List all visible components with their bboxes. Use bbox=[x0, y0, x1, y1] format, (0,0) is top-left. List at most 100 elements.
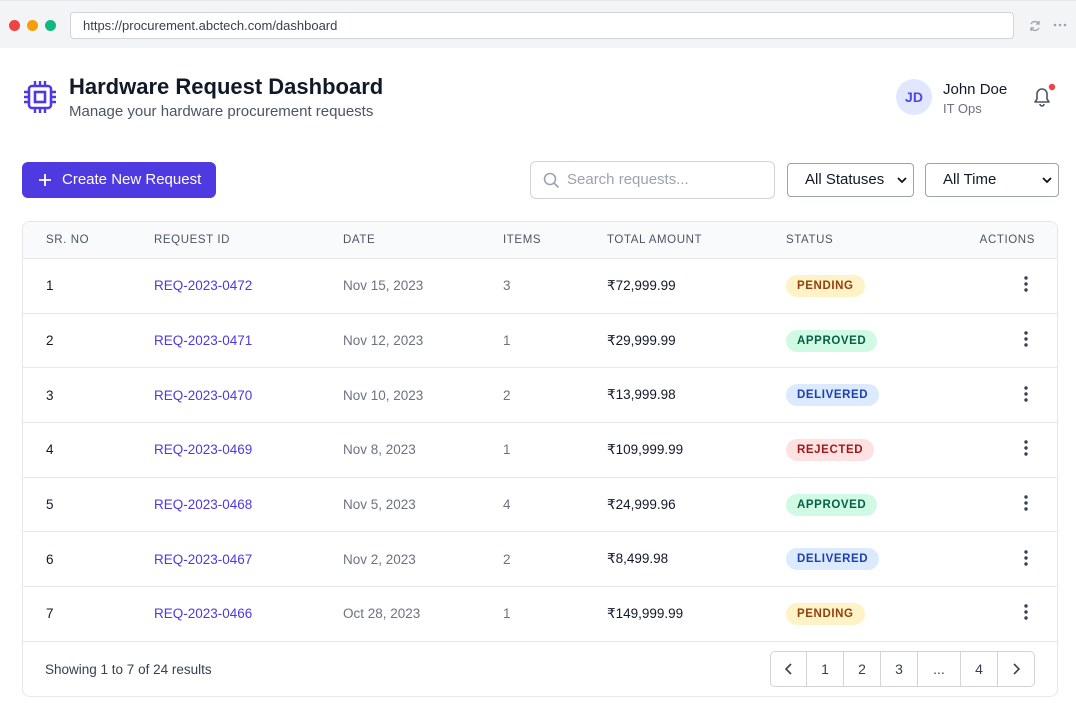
total-amount: ₹29,999.99 bbox=[607, 332, 676, 348]
dropdown-arrow bbox=[897, 177, 907, 184]
total-amount: ₹109,999.99 bbox=[607, 441, 684, 457]
status-cell: APPROVED bbox=[786, 493, 957, 516]
column-header: SR. NO bbox=[46, 234, 90, 246]
close-dot[interactable] bbox=[9, 20, 20, 31]
items: 1 bbox=[503, 333, 511, 349]
more-actions[interactable] bbox=[1023, 440, 1029, 457]
table-row: 7 REQ-2023-0466 Oct 28, 2023 1 ₹149,999.99 PE… bbox=[23, 587, 1057, 642]
sr-no: 4 bbox=[46, 442, 54, 458]
more-actions[interactable] bbox=[1023, 550, 1029, 566]
sr-no: 7 bbox=[46, 606, 54, 622]
status-badge: PENDING bbox=[786, 274, 865, 297]
items: 3 bbox=[503, 278, 511, 294]
request-id[interactable]: REQ-2023-0472 bbox=[154, 278, 253, 294]
request-id[interactable]: REQ-2023-0471 bbox=[154, 333, 253, 349]
request-id[interactable]: REQ-2023-0468 bbox=[154, 497, 253, 513]
status-cell: REJECTED bbox=[786, 438, 957, 461]
status-filter-label: All Statuses bbox=[805, 171, 885, 188]
chevron bbox=[784, 663, 792, 675]
browser-bar: https://procurement.abctech.com/dashboar… bbox=[0, 0, 1076, 48]
status-cell: PENDING bbox=[786, 274, 957, 297]
create-button[interactable]: Create New Request bbox=[22, 162, 216, 198]
column-header: ACTIONS bbox=[979, 234, 1035, 246]
table-header: SR. NO REQUEST ID DATE ITEMS TOTAL AMOUNT STA… bbox=[23, 222, 1057, 259]
request-id[interactable]: REQ-2023-0469 bbox=[154, 442, 253, 458]
time-filter-label: All Time bbox=[943, 171, 997, 188]
items: 4 bbox=[503, 497, 511, 513]
chip-icon bbox=[24, 81, 56, 113]
search-input[interactable]: Search requests... bbox=[530, 161, 775, 199]
total-amount: ₹24,999.96 bbox=[607, 496, 676, 512]
minimize-dot[interactable] bbox=[27, 20, 38, 31]
page-button[interactable]: 3 bbox=[880, 652, 917, 686]
plus-icon bbox=[39, 174, 51, 186]
menu-icon[interactable] bbox=[1053, 23, 1067, 27]
date: Nov 12, 2023 bbox=[343, 333, 424, 349]
items: 2 bbox=[503, 551, 511, 567]
total-amount: ₹149,999.99 bbox=[607, 605, 684, 621]
search-placeholder: Search requests... bbox=[567, 171, 689, 188]
status-badge: DELIVERED bbox=[786, 548, 880, 571]
notification-bell[interactable] bbox=[1030, 82, 1058, 110]
reload-icon[interactable] bbox=[1028, 19, 1042, 33]
status-badge: REJECTED bbox=[786, 438, 875, 461]
pagination: 1 2 3... 4 bbox=[770, 651, 1035, 687]
actions-cell bbox=[957, 276, 1035, 295]
status-badge: DELIVERED bbox=[786, 384, 880, 407]
status-cell: DELIVERED bbox=[786, 384, 957, 407]
page-button[interactable]: 1 bbox=[806, 652, 843, 686]
request-id[interactable]: REQ-2023-0466 bbox=[154, 606, 253, 622]
more-actions[interactable] bbox=[1023, 495, 1029, 511]
status-filter[interactable]: All Statuses bbox=[787, 163, 914, 197]
date: Nov 8, 2023 bbox=[343, 442, 416, 458]
next-page[interactable] bbox=[997, 652, 1034, 686]
search-icon bbox=[543, 172, 560, 189]
date: Nov 2, 2023 bbox=[343, 551, 416, 567]
page-button[interactable]: ... bbox=[917, 652, 960, 686]
page-subtitle: Manage your hardware procurement request… bbox=[69, 103, 374, 120]
column-header: ITEMS bbox=[503, 234, 542, 246]
page-button[interactable]: 2 bbox=[843, 652, 880, 686]
prev-page[interactable] bbox=[771, 652, 806, 686]
actions-cell bbox=[957, 604, 1035, 623]
request-id[interactable]: REQ-2023-0470 bbox=[154, 387, 253, 403]
actions-cell bbox=[957, 386, 1035, 405]
status-badge: APPROVED bbox=[786, 493, 878, 516]
total-amount: ₹8,499.98 bbox=[607, 551, 669, 567]
status-badge: APPROVED bbox=[786, 329, 878, 352]
user-role: IT Ops bbox=[943, 101, 982, 116]
table-row: 4 REQ-2023-0469 Nov 8, 2023 1 ₹109,999.99 REJ… bbox=[23, 423, 1057, 478]
maximize-dot[interactable] bbox=[45, 20, 56, 31]
actions-cell bbox=[957, 495, 1035, 514]
more-actions[interactable] bbox=[1023, 604, 1029, 621]
request-id[interactable]: REQ-2023-0467 bbox=[154, 551, 253, 567]
sr-no: 5 bbox=[46, 497, 54, 513]
status-badge: PENDING bbox=[786, 602, 865, 625]
date: Oct 28, 2023 bbox=[343, 606, 421, 622]
status-cell: APPROVED bbox=[786, 329, 957, 352]
total-amount: ₹13,999.98 bbox=[607, 387, 676, 403]
more-actions[interactable] bbox=[1023, 386, 1029, 402]
table-footer: Showing 1 to 7 of 24 results 1 2 3... 4 bbox=[23, 641, 1057, 696]
sr-no: 6 bbox=[46, 551, 54, 567]
sr-no: 3 bbox=[46, 387, 54, 403]
status-cell: PENDING bbox=[786, 602, 957, 625]
create-button-label: Create New Request bbox=[62, 171, 202, 188]
avatar[interactable]: JD bbox=[896, 79, 932, 115]
column-header: TOTAL AMOUNT bbox=[607, 234, 703, 246]
page-button[interactable]: 4 bbox=[960, 652, 997, 686]
time-filter[interactable]: All Time bbox=[925, 163, 1059, 197]
table-row: 1 REQ-2023-0472 Nov 15, 2023 3 ₹72,999.99 PEN… bbox=[23, 259, 1057, 314]
column-header: DATE bbox=[343, 234, 376, 246]
total-amount: ₹72,999.99 bbox=[607, 277, 676, 293]
url-bar[interactable]: https://procurement.abctech.com/dashboar… bbox=[70, 12, 1014, 39]
chevron bbox=[1013, 663, 1021, 675]
items: 2 bbox=[503, 387, 511, 403]
actions-cell bbox=[957, 440, 1035, 459]
results-summary: Showing 1 to 7 of 24 results bbox=[45, 662, 212, 677]
requests-table: SR. NO REQUEST ID DATE ITEMS TOTAL AMOUNT STA… bbox=[22, 221, 1058, 697]
more-actions[interactable] bbox=[1023, 276, 1029, 293]
more-actions[interactable] bbox=[1023, 331, 1029, 347]
